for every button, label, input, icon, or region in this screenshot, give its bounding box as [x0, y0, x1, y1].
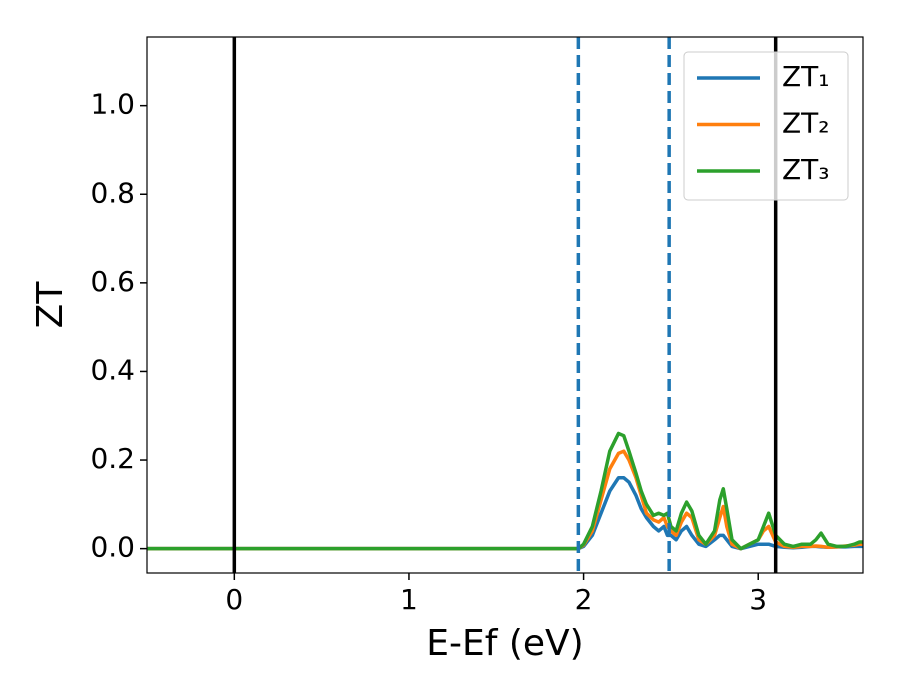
x-tick-label: 2 — [575, 583, 593, 616]
y-tick-label: 0.4 — [90, 353, 135, 386]
y-tick-label: 0.2 — [90, 442, 135, 475]
series-line — [147, 431, 863, 551]
y-tick-label: 0.6 — [90, 265, 135, 298]
legend-box — [683, 51, 849, 201]
x-tick-label: 3 — [749, 583, 767, 616]
x-axis-label: E-Ef (eV) — [426, 623, 583, 664]
legend-label: ZT₁ — [782, 60, 830, 93]
x-tick-label: 0 — [225, 583, 243, 616]
y-tick-label: 1.0 — [90, 88, 135, 121]
legend-label: ZT₃ — [782, 153, 830, 186]
y-tick-label: 0.8 — [90, 176, 135, 209]
plot-frame — [146, 36, 864, 574]
legend-label: ZT₂ — [782, 107, 830, 140]
y-tick-label: 0.0 — [90, 531, 135, 564]
plot-area — [147, 37, 863, 573]
x-tick-label: 1 — [400, 583, 418, 616]
y-axis-label: ZT — [30, 281, 71, 329]
